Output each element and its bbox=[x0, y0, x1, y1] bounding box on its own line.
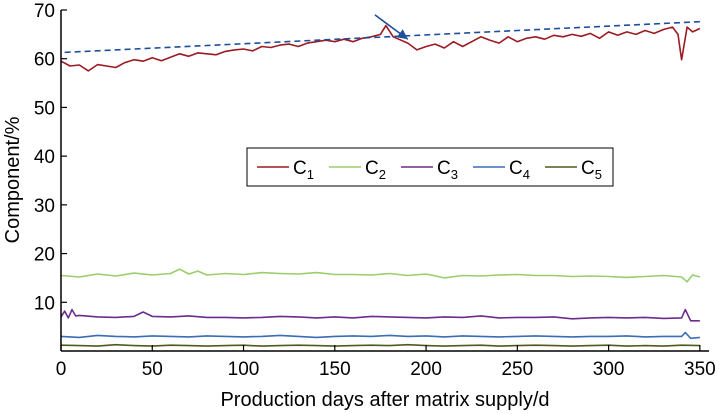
legend-label-name: C bbox=[293, 158, 307, 179]
ticks: 0 50 100 150 200 250 300 350 10 20 30 40 50 60 70 bbox=[34, 1, 716, 380]
x-tick-label: 300 bbox=[593, 359, 625, 380]
x-tick-label: 350 bbox=[684, 359, 716, 380]
arrow-head bbox=[396, 29, 408, 40]
legend-label-subscript: 5 bbox=[595, 167, 602, 182]
legend-label-c2: C2 bbox=[365, 158, 386, 182]
series-line-c4 bbox=[60, 331, 700, 340]
legend-label-name: C bbox=[581, 158, 595, 179]
legend-label-c4: C4 bbox=[509, 158, 530, 182]
x-tick-label: 0 bbox=[56, 359, 67, 380]
legend: C1 C2 C3 C4 C5 bbox=[246, 147, 614, 187]
x-tick-label: 150 bbox=[319, 359, 351, 380]
series-lines bbox=[60, 24, 701, 347]
legend-label-c5: C5 bbox=[581, 158, 602, 182]
y-tick-label: 20 bbox=[34, 245, 55, 266]
legend-label-name: C bbox=[365, 158, 379, 179]
y-tick-label: 30 bbox=[34, 196, 55, 217]
y-tick-label: 10 bbox=[34, 293, 55, 314]
x-tick-label: 50 bbox=[142, 359, 163, 380]
legend-label-name: C bbox=[437, 158, 451, 179]
y-tick-label: 60 bbox=[34, 50, 55, 71]
y-tick-label: 40 bbox=[34, 147, 55, 168]
series-line-c5 bbox=[60, 343, 700, 347]
legend-label-subscript: 4 bbox=[523, 167, 530, 182]
trend-line bbox=[64, 20, 700, 54]
annotations bbox=[64, 14, 700, 54]
x-tick-label: 250 bbox=[501, 359, 533, 380]
legend-label-c3: C3 bbox=[437, 158, 458, 182]
series-line-c3 bbox=[60, 308, 700, 322]
y-tick-label: 70 bbox=[34, 1, 55, 22]
legend-label-name: C bbox=[509, 158, 523, 179]
legend-label-subscript: 1 bbox=[307, 167, 314, 182]
y-tick-label: 50 bbox=[34, 98, 55, 119]
series-line-c2 bbox=[60, 268, 701, 283]
x-axis-title: Production days after matrix supply/d bbox=[220, 389, 549, 411]
series-line-c1 bbox=[60, 24, 701, 72]
legend-label-c1: C1 bbox=[293, 158, 314, 182]
x-tick-label: 100 bbox=[228, 359, 260, 380]
legend-label-subscript: 3 bbox=[451, 167, 458, 182]
x-tick-label: 200 bbox=[410, 359, 442, 380]
axes bbox=[60, 10, 709, 352]
y-axis-title: Component/% bbox=[2, 116, 24, 243]
legend-label-subscript: 2 bbox=[379, 167, 386, 182]
